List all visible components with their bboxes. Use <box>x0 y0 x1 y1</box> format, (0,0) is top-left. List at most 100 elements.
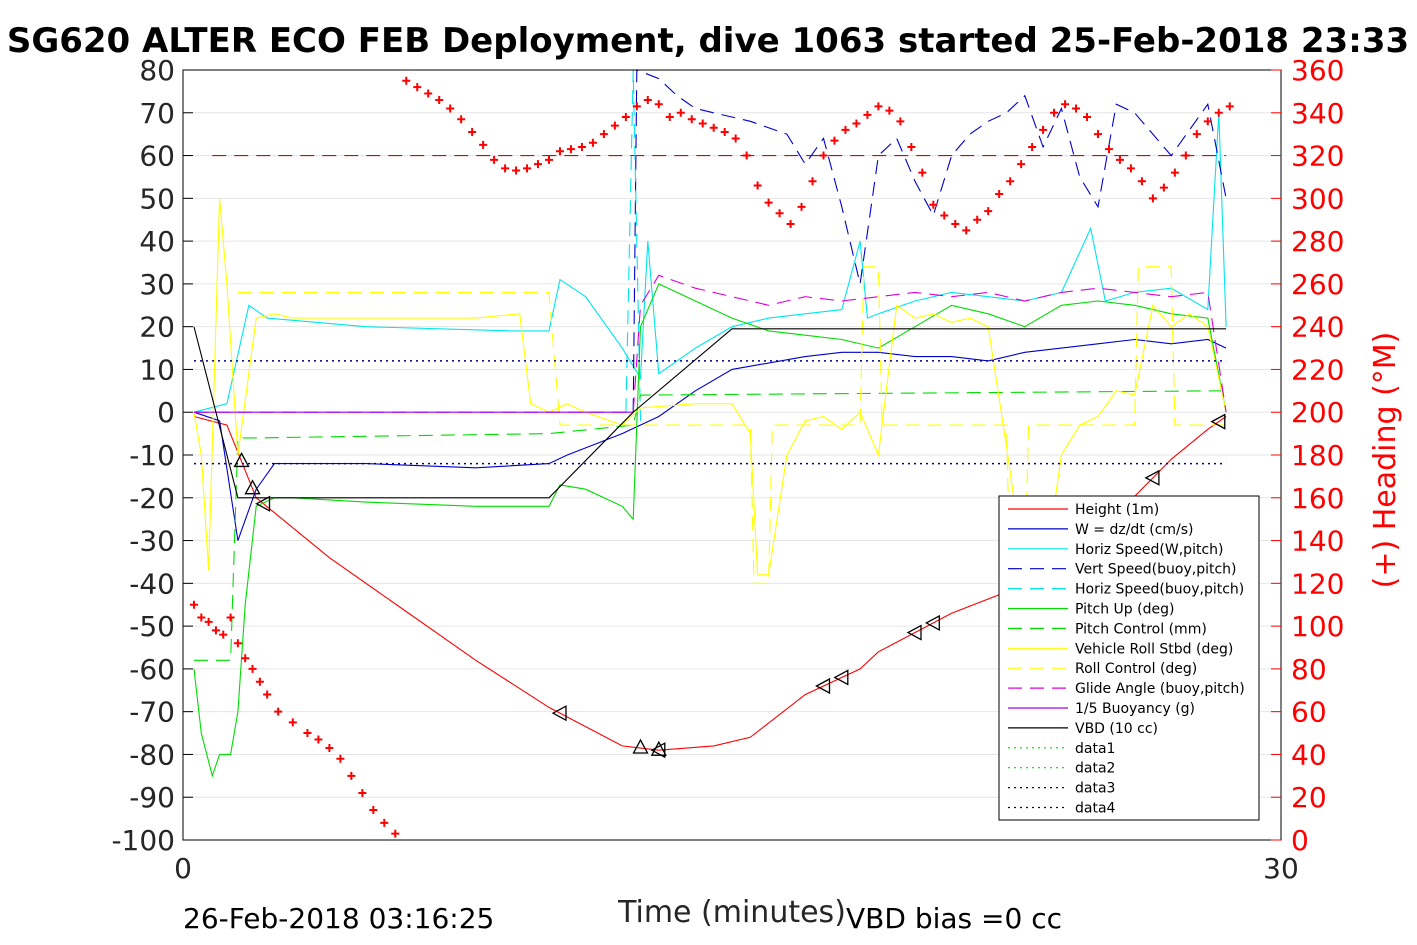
y-tick-label: 0 <box>157 396 175 429</box>
heading-point <box>577 143 586 151</box>
y2-tick-label: 40 <box>1291 738 1327 771</box>
legend-entry: VBD (10 cc) <box>1075 721 1158 737</box>
x-axis: 0 30 <box>174 852 1299 885</box>
heading-point <box>786 220 795 228</box>
heading-point <box>1159 183 1168 192</box>
heading-point <box>885 106 894 115</box>
x-tick-label: 0 <box>174 852 192 885</box>
legend-entry: W = dz/dt (cm/s) <box>1075 522 1194 538</box>
y-tick-label: -100 <box>111 824 175 857</box>
heading-point <box>457 115 466 124</box>
y2-tick-label: 20 <box>1291 781 1327 814</box>
series-line-vert-speed-buoy-pitch- <box>632 69 1227 413</box>
heading-point <box>255 677 264 686</box>
heading-point <box>929 200 938 209</box>
y-tick-label: 70 <box>139 97 175 130</box>
series-line-vbd-10-cc- <box>193 326 1227 499</box>
legend-entry: Pitch Control (mm) <box>1075 621 1207 637</box>
heading-point <box>1126 164 1135 173</box>
series-layer <box>193 69 1227 778</box>
y-tick-label: -60 <box>129 653 175 686</box>
heading-point <box>303 729 312 738</box>
heading-point <box>555 147 564 156</box>
y-tick-label: 60 <box>139 140 175 173</box>
legend-entry: Vert Speed(buoy,pitch) <box>1075 562 1237 578</box>
y-tick-label: -40 <box>129 567 175 600</box>
legend-entry: Pitch Up (deg) <box>1075 602 1174 618</box>
y-tick-label: -90 <box>129 781 175 814</box>
x-axis-label: Time (minutes) <box>617 895 846 930</box>
heading-point <box>263 690 272 699</box>
heading-point <box>314 735 323 744</box>
heading-point <box>1039 125 1048 134</box>
heading-point <box>490 155 499 164</box>
heading-point <box>1192 130 1201 139</box>
dive-marker <box>833 669 849 686</box>
heading-point <box>336 754 345 763</box>
heading-point <box>197 613 206 622</box>
heading-point <box>402 76 411 85</box>
legend-entry: Horiz Speed(buoy,pitch) <box>1075 582 1244 598</box>
heading-point <box>204 617 213 626</box>
footer-timestamp: 26-Feb-2018 03:16:25 <box>183 902 494 935</box>
y-axis-right: 3603403203002802602402202001801601401201… <box>1271 54 1344 857</box>
heading-point <box>369 806 378 815</box>
heading-point <box>211 626 220 635</box>
heading-point <box>1072 104 1081 113</box>
y2-tick-label: 320 <box>1291 140 1344 173</box>
heading-point <box>709 123 718 132</box>
heading-point <box>1148 194 1157 203</box>
heading-point <box>248 664 257 673</box>
y2-tick-label: 220 <box>1291 353 1344 386</box>
x-tick-label: 30 <box>1263 852 1299 885</box>
y2-tick-label: 360 <box>1291 54 1344 87</box>
heading-point <box>358 788 367 797</box>
y-tick-label: 30 <box>139 268 175 301</box>
legend-box <box>998 495 1260 821</box>
y2-tick-label: 180 <box>1291 439 1344 472</box>
y2-tick-label: 340 <box>1291 97 1344 130</box>
y-tick-label: -20 <box>129 482 175 515</box>
dive-marker <box>1144 469 1160 486</box>
dive-marker <box>632 738 649 754</box>
heading-markers <box>189 76 1234 838</box>
heading-point <box>241 654 250 663</box>
heading-point <box>654 100 663 109</box>
heading-point <box>687 115 696 124</box>
heading-point <box>841 125 850 134</box>
legend-entry: Glide Angle (buoy,pitch) <box>1075 681 1245 697</box>
legend-entry: 1/5 Buoyancy (g) <box>1075 701 1195 717</box>
y2-tick-label: 100 <box>1291 610 1344 643</box>
heading-point <box>1094 130 1102 139</box>
heading-point <box>479 140 488 149</box>
dive-marker <box>815 677 831 695</box>
heading-point <box>226 613 235 622</box>
heading-point <box>742 151 751 160</box>
heading-point <box>446 104 455 113</box>
heading-point <box>720 128 729 137</box>
heading-point <box>599 130 608 139</box>
heading-point <box>852 119 861 128</box>
y2-tick-label: 280 <box>1291 225 1344 258</box>
dive-marker <box>244 479 261 495</box>
heading-point <box>621 113 630 122</box>
heading-point <box>233 639 242 648</box>
heading-point <box>665 113 674 122</box>
heading-point <box>775 209 784 218</box>
heading-point <box>896 117 905 126</box>
y2-tick-label: 260 <box>1291 268 1344 301</box>
heading-point <box>918 168 927 177</box>
series-line-vehicle-roll-stbd-deg- <box>193 198 1227 585</box>
y-tick-label: -10 <box>129 439 175 472</box>
dive-markers <box>233 413 1226 759</box>
dive-marker <box>1210 413 1226 430</box>
series-line-pitch-control-mm- <box>194 390 1227 661</box>
heading-point <box>610 121 619 130</box>
heading-point <box>698 119 707 128</box>
heading-point <box>1181 151 1190 160</box>
legend-entry: Horiz Speed(W,pitch) <box>1075 542 1223 558</box>
y-tick-label: 10 <box>139 353 175 386</box>
dive-marker <box>255 495 271 512</box>
heading-point <box>1203 117 1212 126</box>
y-tick-label: -80 <box>129 738 175 771</box>
